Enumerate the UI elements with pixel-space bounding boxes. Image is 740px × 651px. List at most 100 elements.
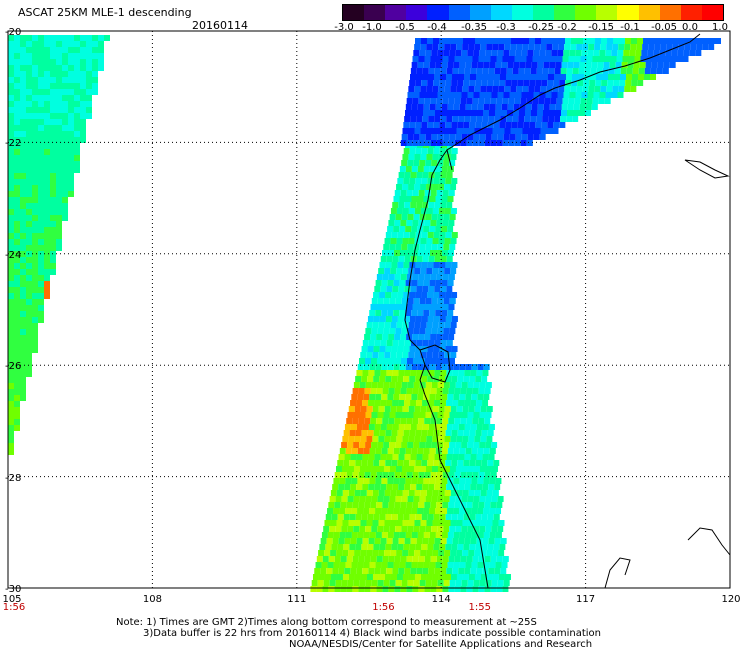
swath-pixel: [521, 134, 528, 140]
swath-pixel: [20, 215, 26, 221]
swath-pixel: [20, 197, 26, 203]
swath-pixel: [465, 532, 472, 538]
swath-pixel: [20, 35, 26, 41]
swath-pixel: [485, 442, 492, 448]
swath-pixel: [449, 466, 456, 472]
swath-pixel: [441, 448, 448, 454]
swath-pixel: [429, 478, 436, 484]
swath-pixel: [86, 53, 92, 59]
swath-pixel: [344, 568, 351, 574]
swath-pixel: [495, 532, 502, 538]
swath-pixel: [56, 203, 62, 209]
swath-pixel: [342, 574, 349, 580]
swath-pixel: [418, 98, 425, 104]
swath-pixel: [455, 580, 462, 586]
swath-pixel: [413, 580, 420, 586]
swath-pixel: [456, 574, 463, 580]
swath-pixel: [8, 131, 14, 137]
swath-pixel: [412, 502, 419, 508]
swath-pixel: [370, 418, 377, 424]
swath-pixel: [26, 179, 32, 185]
swath-pixel: [382, 502, 389, 508]
swath-pixel: [350, 400, 357, 406]
swath-pixel: [486, 574, 493, 580]
swath-pixel: [361, 514, 368, 520]
swath-pixel: [376, 556, 383, 562]
swath-pixel: [38, 311, 44, 317]
swath-pixel: [433, 460, 440, 466]
swath-pixel: [558, 86, 565, 92]
swath-pixel: [490, 586, 497, 592]
swath-pixel: [484, 586, 491, 592]
swath-pixel: [487, 460, 494, 466]
swath-pixel: [412, 388, 419, 394]
swath-pixel: [14, 233, 20, 239]
swath-pixel: [56, 197, 62, 203]
swath-pixel: [441, 166, 448, 172]
swath-pixel: [431, 328, 438, 334]
swath-pixel: [406, 418, 413, 424]
swath-pixel: [472, 140, 479, 146]
swath-pixel: [424, 98, 431, 104]
swath-pixel: [356, 454, 363, 460]
swath-pixel: [356, 568, 363, 574]
swath-pixel: [8, 83, 14, 89]
swath-pixel: [20, 77, 26, 83]
swath-pixel: [20, 233, 26, 239]
swath-pixel: [407, 214, 414, 220]
swath-pixel: [441, 508, 448, 514]
swath-pixel: [56, 53, 62, 59]
swath-pixel: [413, 526, 420, 532]
swath-pixel: [8, 341, 14, 347]
swath-pixel: [422, 74, 428, 80]
longitude-label: 111: [287, 594, 307, 605]
swath-pixel: [417, 196, 424, 202]
swath-pixel: [383, 298, 390, 304]
swath-pixel: [420, 574, 427, 580]
swath-pixel: [495, 62, 502, 68]
swath-pixel: [439, 430, 446, 436]
swath-pixel: [411, 226, 418, 232]
swath-pixel: [422, 454, 429, 460]
swath-pixel: [44, 101, 50, 107]
swath-pixel: [467, 442, 474, 448]
swath-pixel: [450, 490, 457, 496]
swath-pixel: [399, 310, 406, 316]
swath-pixel: [438, 154, 445, 160]
swath-pixel: [426, 322, 433, 328]
swath-pixel: [463, 38, 469, 44]
swath-pixel: [437, 382, 444, 388]
swath-pixel: [708, 44, 715, 50]
swath-pixel: [426, 268, 433, 274]
swath-pixel: [401, 298, 408, 304]
swath-pixel: [427, 430, 434, 436]
swath-pixel: [423, 310, 430, 316]
swath-pixel: [530, 68, 537, 74]
swath-pixel: [450, 550, 457, 556]
swath-pixel: [440, 202, 447, 208]
swath-pixel: [451, 460, 458, 466]
swath-pixel: [631, 80, 638, 86]
swath-pixel: [419, 382, 426, 388]
swath-pixel: [376, 472, 383, 478]
swath-pixel: [394, 190, 401, 196]
swath-pixel: [366, 352, 373, 358]
swath-pixel: [14, 407, 20, 413]
swath-pixel: [32, 77, 38, 83]
swath-pixel: [370, 556, 377, 562]
swath-pixel: [401, 328, 408, 334]
swath-pixel: [38, 77, 44, 83]
swath-pixel: [364, 334, 371, 340]
swath-pixel: [501, 62, 508, 68]
swath-pixel: [470, 568, 477, 574]
swath-pixel: [360, 352, 367, 358]
swath-pixel: [401, 496, 408, 502]
swath-pixel: [428, 74, 434, 80]
swath-pixel: [470, 484, 477, 490]
swath-pixel: [8, 281, 14, 287]
swath-pixel: [412, 220, 419, 226]
swath-pixel: [449, 244, 456, 250]
swath-pixel: [68, 83, 74, 89]
swath-pixel: [507, 110, 513, 116]
swath-pixel: [485, 466, 492, 472]
